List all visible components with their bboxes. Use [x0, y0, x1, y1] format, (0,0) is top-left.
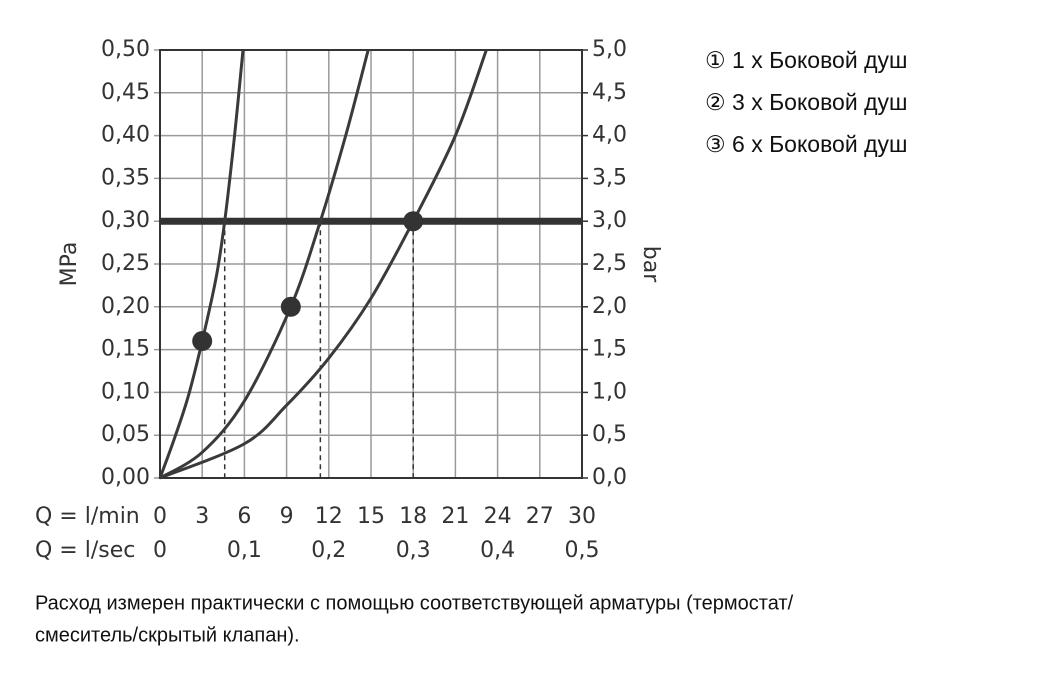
- x2-tick-label: 0,4: [480, 538, 515, 563]
- x2-tick-label: 0,3: [396, 538, 431, 563]
- y2-tick-label: 4,5: [592, 80, 627, 105]
- flow-curve: [159, 49, 488, 480]
- y2-tick-label: 0,5: [592, 422, 627, 447]
- x-tick-label: 15: [357, 504, 385, 529]
- marker-point: [403, 211, 424, 232]
- y-tick-label: 0,35: [101, 165, 150, 190]
- plot-frame: [159, 49, 583, 479]
- y-tick-label: 0,40: [101, 123, 150, 148]
- y2-tick-label: 5,0: [592, 37, 627, 62]
- x-tick-label: 9: [280, 504, 294, 529]
- marker-point: [192, 331, 213, 352]
- x2-tick-label: 0,5: [565, 538, 600, 563]
- y2-tick-label: 2,5: [592, 251, 627, 276]
- x-tick-label: 18: [399, 504, 427, 529]
- y2-tick-label: 0,0: [592, 465, 627, 490]
- legend-entry: ① 1 x Боковой душ: [705, 47, 907, 73]
- x-tick-label: 21: [441, 504, 469, 529]
- y-tick-label: 0,15: [101, 337, 150, 362]
- y2-tick-label: 3,5: [592, 165, 627, 190]
- note-line: Расход измерен практически с помощью соо…: [35, 592, 794, 614]
- y2-tick-label: 4,0: [592, 123, 627, 148]
- y-tick-label: 0,05: [101, 422, 150, 447]
- y-tick-label: 0,50: [101, 37, 150, 62]
- y2-tick-label: 3,0: [592, 208, 627, 233]
- legend-entry: ③ 6 x Боковой душ: [705, 131, 907, 157]
- note: Расход измерен практически с помощью соо…: [35, 592, 794, 646]
- x-tick-label: 24: [484, 504, 512, 529]
- legend-entry: ② 3 x Боковой душ: [705, 89, 907, 115]
- x2-axis-label: Q = l/sec: [35, 538, 135, 563]
- y2-tick-label: 2,0: [592, 294, 627, 319]
- y-axis-label: MPa: [57, 242, 82, 287]
- x-tick-label: 3: [195, 504, 209, 529]
- x-tick-label: 0: [153, 504, 167, 529]
- y2-tick-label: 1,0: [592, 379, 627, 404]
- y-tick-label: 0,20: [101, 294, 150, 319]
- y2-tick-label: 1,5: [592, 337, 627, 362]
- x2-tick-label: 0: [153, 538, 167, 563]
- x-tick-label: 30: [568, 504, 596, 529]
- x2-tick-label: 0,1: [227, 538, 262, 563]
- y2-axis-label: bar: [638, 246, 663, 283]
- x-tick-label: 12: [315, 504, 343, 529]
- x-axis-label: Q = l/min: [35, 504, 140, 529]
- x-tick-label: 6: [237, 504, 251, 529]
- y-tick-label: 0,00: [101, 465, 150, 490]
- flow-curve: [158, 49, 245, 479]
- marker-point: [280, 296, 301, 317]
- y-tick-label: 0,45: [101, 80, 150, 105]
- y-tick-label: 0,30: [101, 208, 150, 233]
- note-line: смеситель/скрытый клапан).: [35, 624, 300, 646]
- x2-tick-label: 0,2: [311, 538, 346, 563]
- y-tick-label: 0,25: [101, 251, 150, 276]
- legend: ① 1 x Боковой душ ② 3 x Боковой душ ③ 6 x …: [705, 47, 907, 157]
- x-tick-label: 27: [526, 504, 554, 529]
- y-tick-label: 0,10: [101, 379, 150, 404]
